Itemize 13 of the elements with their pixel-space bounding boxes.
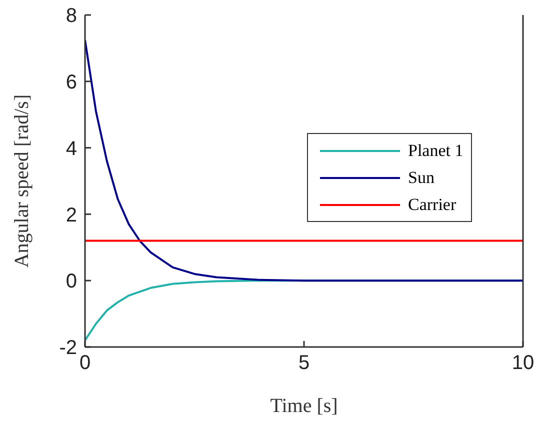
x-tick-label: 10: [512, 352, 534, 374]
y-tick-label: 6: [66, 72, 77, 94]
legend-label: Sun: [408, 168, 434, 188]
x-tick-label: 5: [298, 352, 310, 374]
y-tick-label: 8: [66, 5, 77, 28]
legend-label: Planet 1: [408, 140, 464, 160]
x-axis-title: Time [s]: [270, 395, 338, 417]
y-tick-label: -2: [59, 337, 77, 360]
y-tick-label: 4: [66, 138, 77, 160]
y-tick-label: 2: [66, 204, 77, 226]
y-axis-title: Angular speed [rad/s]: [11, 94, 33, 268]
legend-label: Carrier: [408, 194, 456, 214]
y-tick-label: 0: [66, 270, 77, 293]
